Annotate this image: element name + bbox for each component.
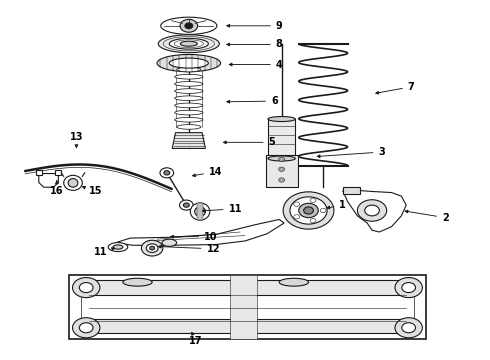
Text: 5: 5 xyxy=(223,138,275,147)
Ellipse shape xyxy=(174,89,203,93)
Text: 9: 9 xyxy=(227,21,283,31)
Circle shape xyxy=(150,246,155,250)
Circle shape xyxy=(402,283,416,293)
Text: 11: 11 xyxy=(202,204,242,214)
Circle shape xyxy=(183,203,189,207)
Circle shape xyxy=(283,192,334,229)
Circle shape xyxy=(310,219,316,223)
Circle shape xyxy=(294,202,299,206)
Circle shape xyxy=(73,318,100,338)
Ellipse shape xyxy=(161,17,217,35)
Text: 3: 3 xyxy=(317,147,385,158)
Text: 16: 16 xyxy=(50,181,64,197)
Ellipse shape xyxy=(64,175,82,190)
Circle shape xyxy=(73,278,100,298)
Ellipse shape xyxy=(68,179,78,187)
Circle shape xyxy=(147,244,158,252)
Circle shape xyxy=(142,240,163,256)
Circle shape xyxy=(402,323,416,333)
Text: 11: 11 xyxy=(94,247,115,257)
Ellipse shape xyxy=(174,110,203,115)
Text: 12: 12 xyxy=(158,244,220,254)
Circle shape xyxy=(79,283,93,293)
Bar xyxy=(268,119,295,158)
Polygon shape xyxy=(172,133,205,148)
Ellipse shape xyxy=(158,35,220,53)
Ellipse shape xyxy=(113,245,123,249)
Text: 15: 15 xyxy=(82,186,103,197)
Text: 7: 7 xyxy=(376,82,415,94)
Circle shape xyxy=(299,203,318,218)
Bar xyxy=(36,170,42,175)
Text: 6: 6 xyxy=(227,96,278,106)
Circle shape xyxy=(185,23,193,29)
Ellipse shape xyxy=(174,103,203,108)
Bar xyxy=(230,275,257,338)
Text: 10: 10 xyxy=(171,232,218,242)
Ellipse shape xyxy=(169,39,208,49)
Text: 14: 14 xyxy=(193,167,222,177)
Bar xyxy=(89,280,406,295)
Ellipse shape xyxy=(157,54,220,72)
Circle shape xyxy=(279,157,285,161)
Ellipse shape xyxy=(162,239,176,246)
Circle shape xyxy=(179,200,193,210)
Circle shape xyxy=(304,207,314,214)
Text: 17: 17 xyxy=(190,332,203,346)
Text: 2: 2 xyxy=(405,210,449,222)
Ellipse shape xyxy=(268,117,295,122)
Ellipse shape xyxy=(190,203,210,220)
Bar xyxy=(266,155,298,187)
Ellipse shape xyxy=(195,207,205,216)
Ellipse shape xyxy=(169,58,208,68)
Circle shape xyxy=(160,168,173,178)
Ellipse shape xyxy=(279,278,309,286)
Circle shape xyxy=(357,200,387,221)
Ellipse shape xyxy=(108,243,128,252)
Circle shape xyxy=(294,215,299,219)
Circle shape xyxy=(180,19,197,32)
Text: 4: 4 xyxy=(229,59,283,69)
Circle shape xyxy=(279,178,285,182)
Text: 1: 1 xyxy=(327,200,346,210)
Polygon shape xyxy=(39,174,58,187)
Circle shape xyxy=(395,278,422,298)
Ellipse shape xyxy=(268,156,295,161)
Ellipse shape xyxy=(177,67,201,72)
Circle shape xyxy=(395,318,422,338)
Ellipse shape xyxy=(174,75,203,79)
Ellipse shape xyxy=(174,82,203,86)
Circle shape xyxy=(365,205,379,216)
Ellipse shape xyxy=(174,96,203,100)
Text: 8: 8 xyxy=(227,40,283,49)
Circle shape xyxy=(310,198,316,202)
Bar xyxy=(89,319,406,333)
Polygon shape xyxy=(116,220,284,245)
Ellipse shape xyxy=(180,41,197,46)
Text: 13: 13 xyxy=(70,132,83,148)
Polygon shape xyxy=(69,275,426,338)
Ellipse shape xyxy=(174,117,203,122)
Circle shape xyxy=(79,323,93,333)
Bar xyxy=(55,170,61,175)
Ellipse shape xyxy=(123,278,152,286)
Circle shape xyxy=(320,208,326,213)
Circle shape xyxy=(290,197,327,224)
Bar xyxy=(343,187,360,194)
Circle shape xyxy=(164,171,170,175)
Ellipse shape xyxy=(177,125,201,129)
Bar xyxy=(197,203,203,220)
Polygon shape xyxy=(343,189,406,232)
Circle shape xyxy=(279,167,285,171)
